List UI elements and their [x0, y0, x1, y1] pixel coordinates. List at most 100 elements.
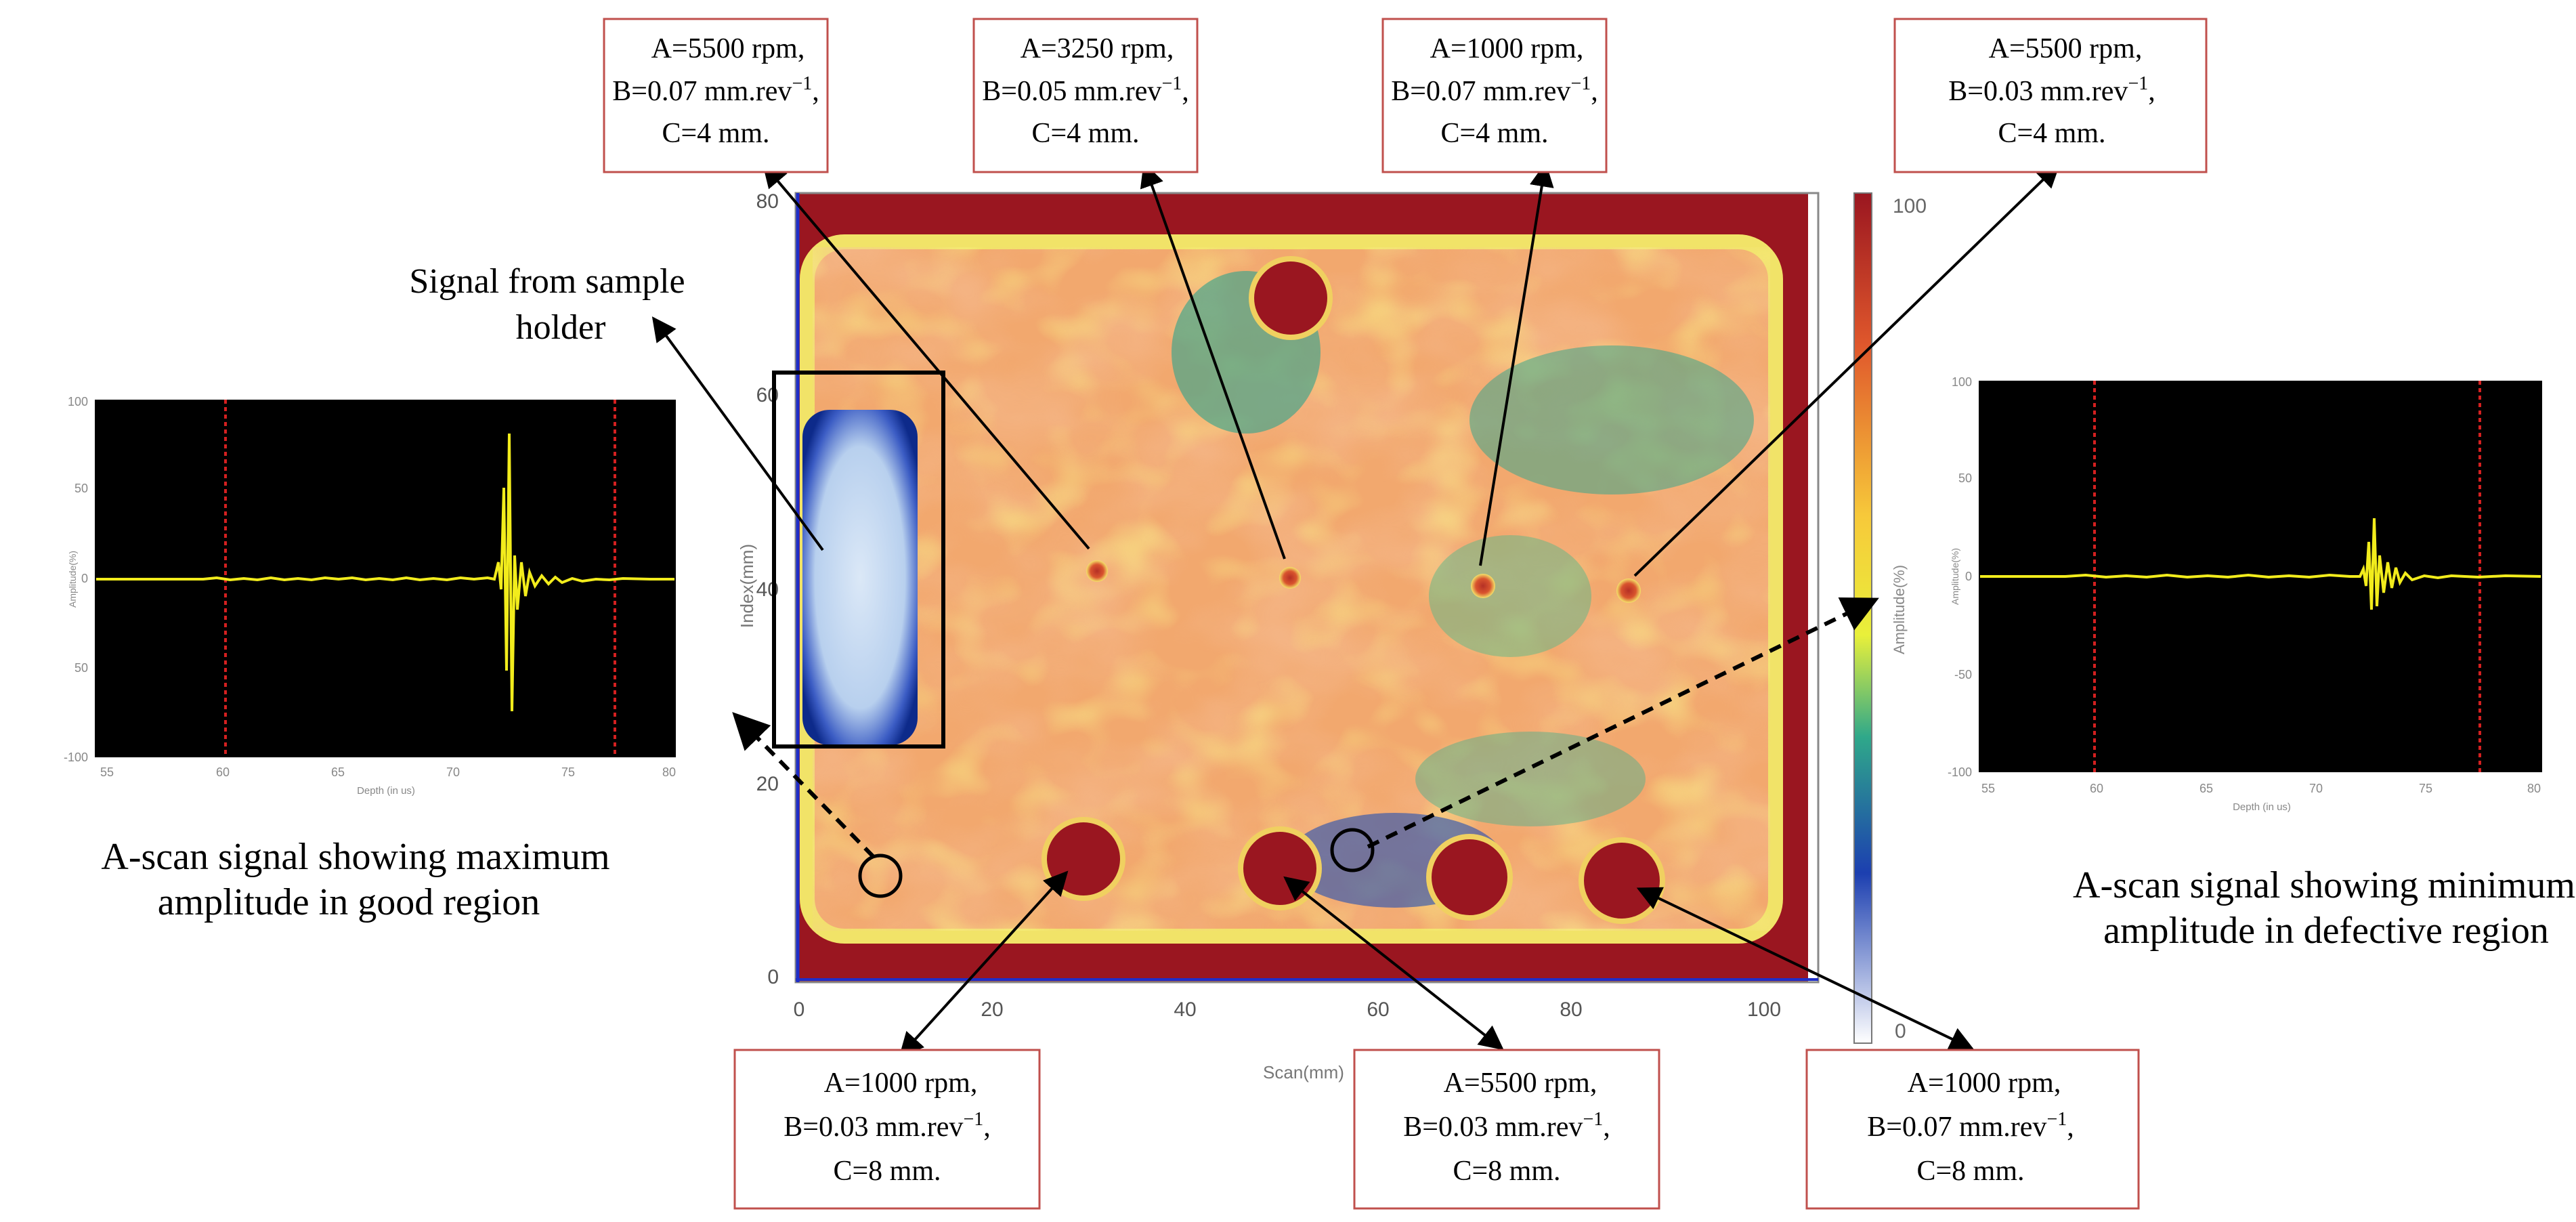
holder-label-line-2: holder	[516, 308, 606, 347]
y-axis-label: Amplitude(%)	[67, 551, 78, 608]
param-b: B=0.03 mm.rev−1,	[783, 1109, 990, 1143]
small-defect	[1616, 578, 1641, 603]
x-tick-label: 0	[794, 998, 805, 1021]
y-tick-label: 0	[767, 966, 779, 988]
colorbar-gradient	[1853, 192, 1872, 1044]
colorbar-max-label: 100	[1893, 195, 1927, 217]
defect-hole	[1579, 837, 1665, 924]
param-a: A=5500 rpm,	[1989, 33, 2143, 64]
annotation-box-frame	[1805, 1049, 2140, 1210]
y-tick-label: -100	[64, 751, 88, 764]
param-b-tail: ,	[2067, 1112, 2074, 1143]
param-b-tail: ,	[1182, 76, 1189, 107]
defect-hole	[1249, 256, 1333, 340]
annotation-box-frame	[1353, 1049, 1660, 1210]
y-tick-label: 0	[81, 572, 88, 585]
arrow-top-3	[1479, 162, 1554, 566]
x-tick-label: 75	[2419, 782, 2432, 795]
arrow-bottom-3	[1636, 887, 1975, 1051]
x-tick-label: 60	[1367, 998, 1389, 1021]
ascan-right-axes: 100 50 0 -50 -100 55 60 65 70 75 80 Dept…	[1948, 375, 2541, 813]
x-tick-label: 20	[981, 998, 1003, 1021]
x-tick-label: 75	[561, 765, 575, 779]
param-b-base: B=0.07 mm.rev	[1867, 1112, 2046, 1143]
y-tick-label: -100	[1948, 765, 1972, 779]
ascan-right: 100 50 0 -50 -100 55 60 65 70 75 80 Dept…	[1948, 375, 2542, 813]
ascan-left: 100 50 0 50 -100 55 60 65 70 75 80 Depth…	[64, 395, 676, 797]
top-annotations: A=5500 rpm, B=0.07 mm.rev−1, C=4 mm. A=3…	[603, 18, 2208, 173]
x-tick-label: 80	[1560, 998, 1582, 1021]
param-b-tail: ,	[1603, 1112, 1610, 1143]
x-tick-label: 55	[100, 765, 114, 779]
annotation-arrows	[651, 162, 2061, 1057]
sample-holder-box	[772, 371, 945, 749]
param-a: A=1000 rpm,	[1908, 1068, 2061, 1099]
x-axis-label: Scan(mm)	[1263, 1062, 1344, 1082]
param-b-sup: −1	[2046, 1109, 2067, 1130]
annotation-box-frame	[603, 18, 829, 173]
y-tick-label: 50	[1958, 471, 1972, 485]
x-tick-label: 55	[1981, 782, 1995, 795]
param-b: B=0.07 mm.rev−1,	[1867, 1109, 2074, 1143]
param-b: B=0.07 mm.rev−1,	[612, 73, 819, 107]
holder-label-line-1: Signal from sample	[409, 262, 685, 301]
param-b-sup: −1	[2128, 73, 2148, 94]
low-amplitude-zone	[1429, 535, 1591, 657]
arrow-top-1	[762, 163, 1090, 550]
x-tick-label: 60	[2090, 782, 2103, 795]
dashed-arrow-good	[732, 712, 876, 859]
param-c: C=4 mm.	[1440, 118, 1548, 149]
annotation-box-frame	[733, 1049, 1041, 1210]
x-axis-label: Depth (in us)	[357, 785, 415, 797]
annotation-box-frame	[972, 18, 1199, 173]
param-c: C=8 mm.	[1916, 1156, 2024, 1187]
colorbar-min-label: 0	[1895, 1020, 1906, 1042]
annotation-box-frame	[1381, 18, 1608, 173]
param-b-tail: ,	[1591, 76, 1598, 107]
arrow-holder	[651, 316, 824, 551]
left-caption-line-2: amplitude in good region	[158, 881, 540, 923]
param-b-sup: −1	[1570, 73, 1591, 94]
arrow-bottom-1	[899, 870, 1069, 1057]
arrow-bottom-2	[1283, 876, 1504, 1051]
small-defect	[1086, 560, 1108, 582]
low-amplitude-zone	[1415, 732, 1646, 826]
arrow-top-2	[1140, 162, 1286, 560]
x-tick-label: 100	[1747, 998, 1781, 1021]
colorbar-axis-label: Amplitude(%)	[1891, 565, 1908, 654]
dashed-arrow-defect	[1367, 597, 1879, 849]
y-tick-label: 80	[756, 190, 779, 213]
param-b-base: B=0.03 mm.rev	[783, 1112, 963, 1143]
param-c: C=4 mm.	[1031, 118, 1139, 149]
param-b-sup: −1	[792, 73, 812, 94]
param-a: A=3250 rpm,	[1021, 33, 1174, 64]
x-tick-label: 80	[2527, 782, 2541, 795]
param-b-base: B=0.03 mm.rev	[1403, 1112, 1583, 1143]
param-a: A=5500 rpm,	[651, 33, 805, 64]
param-b-sup: −1	[963, 1109, 983, 1130]
low-amplitude-zone	[1469, 345, 1754, 494]
x-tick-label: 65	[2199, 782, 2213, 795]
small-defect	[1279, 567, 1301, 589]
y-tick-label: 100	[68, 395, 88, 408]
param-b: B=0.03 mm.rev−1,	[1948, 73, 2155, 107]
param-c: C=8 mm.	[1453, 1156, 1560, 1187]
param-c: C=4 mm.	[662, 118, 769, 149]
x-tick-label: 70	[2309, 782, 2323, 795]
param-c: C=8 mm.	[833, 1156, 941, 1187]
param-b-tail: ,	[812, 76, 819, 107]
defective-region-marker	[1330, 828, 1375, 872]
y-tick-label: -50	[1954, 668, 1972, 681]
x-tick-label: 40	[1174, 998, 1196, 1021]
param-b: B=0.07 mm.rev−1,	[1391, 73, 1597, 107]
bottom-annotations: A=1000 rpm, B=0.03 mm.rev−1, C=8 mm. A=5…	[733, 1049, 2140, 1210]
ascan-left-axes: 100 50 0 50 -100 55 60 65 70 75 80 Depth…	[64, 395, 676, 797]
ascan-left-signal	[96, 433, 674, 712]
param-a: A=1000 rpm,	[824, 1068, 978, 1099]
right-caption-line-1: A-scan signal showing minimum	[2073, 864, 2575, 906]
x-tick-label: 70	[446, 765, 460, 779]
y-axis-label: Index(mm)	[737, 544, 757, 628]
annotation-box-top-2: A=3250 rpm, B=0.05 mm.rev−1, C=4 mm.	[972, 18, 1199, 173]
annotation-box-top-4: A=5500 rpm, B=0.03 mm.rev−1, C=4 mm.	[1893, 18, 2208, 173]
annotation-box-bottom-2: A=5500 rpm, B=0.03 mm.rev−1, C=8 mm.	[1353, 1049, 1660, 1210]
